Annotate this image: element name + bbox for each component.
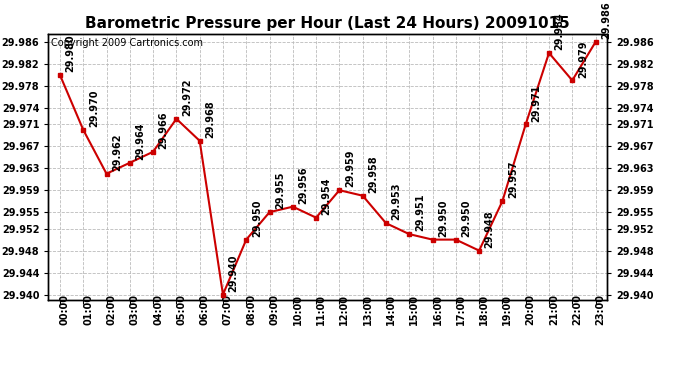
Text: 29.979: 29.979 bbox=[578, 40, 588, 78]
Text: 29.948: 29.948 bbox=[484, 210, 495, 248]
Text: 29.964: 29.964 bbox=[135, 123, 146, 160]
Text: 29.954: 29.954 bbox=[322, 177, 332, 215]
Text: 29.956: 29.956 bbox=[298, 166, 308, 204]
Text: 29.957: 29.957 bbox=[508, 161, 518, 198]
Text: 29.951: 29.951 bbox=[415, 194, 425, 231]
Text: 29.986: 29.986 bbox=[601, 2, 611, 39]
Text: 29.955: 29.955 bbox=[275, 172, 285, 209]
Text: 29.962: 29.962 bbox=[112, 134, 122, 171]
Text: 29.950: 29.950 bbox=[462, 200, 471, 237]
Text: 29.950: 29.950 bbox=[438, 200, 448, 237]
Text: 29.966: 29.966 bbox=[159, 111, 168, 149]
Text: 29.972: 29.972 bbox=[182, 78, 192, 116]
Text: 29.968: 29.968 bbox=[205, 100, 215, 138]
Text: 29.971: 29.971 bbox=[531, 84, 541, 122]
Text: 29.958: 29.958 bbox=[368, 155, 378, 193]
Text: 29.980: 29.980 bbox=[66, 34, 75, 72]
Text: 29.970: 29.970 bbox=[89, 90, 99, 127]
Title: Barometric Pressure per Hour (Last 24 Hours) 20091015: Barometric Pressure per Hour (Last 24 Ho… bbox=[86, 16, 570, 31]
Text: 29.984: 29.984 bbox=[555, 12, 564, 50]
Text: 29.953: 29.953 bbox=[391, 183, 402, 220]
Text: Copyright 2009 Cartronics.com: Copyright 2009 Cartronics.com bbox=[51, 38, 203, 48]
Text: 29.959: 29.959 bbox=[345, 150, 355, 188]
Text: 29.940: 29.940 bbox=[228, 254, 239, 292]
Text: 29.950: 29.950 bbox=[252, 200, 262, 237]
